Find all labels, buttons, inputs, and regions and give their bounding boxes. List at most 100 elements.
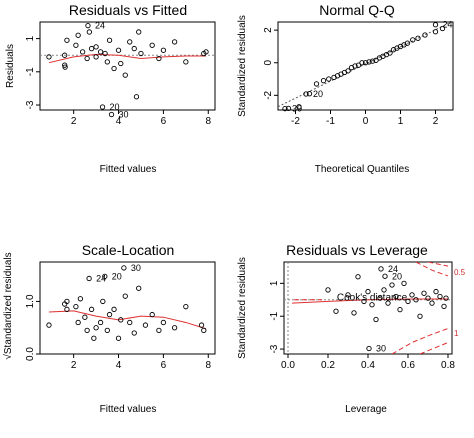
data-point (443, 295, 449, 301)
data-point (46, 322, 52, 328)
outlier-point (85, 22, 91, 29)
data-point (149, 311, 155, 318)
data-point (171, 325, 178, 331)
cooks-distance-contour (415, 262, 449, 277)
outlier-label: 24 (95, 21, 105, 31)
data-point (104, 327, 110, 333)
plot-frame (39, 261, 216, 355)
y-tick-label: -3 (269, 344, 280, 353)
data-point (136, 285, 142, 291)
data-point (131, 330, 137, 336)
data-point (313, 81, 320, 87)
data-point (198, 322, 205, 328)
contour-label: 1 (454, 329, 459, 338)
y-tick-label: 1 (25, 35, 36, 41)
outlier-point (366, 345, 372, 352)
y-tick-label: -2 (263, 90, 274, 99)
x-tick-label: 2 (433, 116, 439, 127)
data-point (203, 49, 209, 55)
data-point (75, 319, 81, 326)
contour-label: 0.5 (454, 268, 466, 277)
data-point (122, 293, 128, 299)
x-tick-label: 0.8 (441, 360, 455, 371)
outlier-point (303, 91, 309, 97)
data-point (201, 327, 207, 333)
x-tick-label: 6 (161, 360, 167, 371)
x-tick-label: 0.0 (281, 360, 295, 371)
y-tick-label: 0 (263, 60, 274, 66)
data-point (345, 68, 351, 74)
data-point (127, 319, 133, 326)
panel-residuals-vs-leverage: Residuals vs Leverage Leverage Standardi… (237, 242, 466, 415)
outlier-label: 24 (443, 20, 453, 30)
data-point (373, 57, 379, 63)
data-point (397, 306, 403, 313)
outlier-label: 20 (112, 271, 122, 281)
data-point (84, 327, 90, 333)
data-point (325, 287, 331, 293)
cooks-distance-contour (419, 342, 449, 354)
data-point (93, 44, 99, 50)
outlier-label: 30 (131, 263, 141, 273)
x-tick-label: 0.2 (321, 360, 335, 371)
outlier-label: 24 (388, 264, 398, 274)
data-point (133, 94, 140, 100)
outlier-label: 30 (292, 104, 302, 114)
data-point (111, 65, 117, 72)
data-point (369, 58, 376, 64)
x-tick-label: 4 (116, 116, 122, 127)
data-point (64, 298, 70, 305)
x-tick-label: 1 (398, 116, 404, 127)
data-point (369, 302, 375, 308)
y-axis-label: Residuals (5, 44, 16, 88)
outlier-point (382, 273, 388, 279)
panel-normal-qq: Normal Q-Q Theoretical Quantiles Standar… (237, 2, 454, 175)
data-point (62, 52, 68, 58)
data-point (285, 105, 292, 112)
data-point (156, 55, 162, 62)
data-point (106, 37, 113, 43)
outlier-point (86, 275, 92, 282)
y-axis-label: Standardized residuals (237, 257, 248, 359)
data-point (160, 47, 167, 53)
data-point (381, 287, 387, 293)
data-point (183, 59, 189, 65)
data-point (433, 288, 439, 295)
data-point (409, 292, 415, 298)
data-point (421, 290, 427, 296)
data-point (79, 49, 86, 55)
data-point (413, 297, 419, 303)
panel-title: Scale-Location (82, 242, 175, 258)
outlier-label: 24 (96, 273, 106, 283)
data-point (401, 280, 407, 287)
data-point (156, 327, 162, 333)
data-point (77, 296, 84, 302)
cooks-distance-contour (391, 328, 449, 354)
data-point (429, 300, 435, 306)
data-point (362, 60, 369, 66)
outlier-point (282, 105, 288, 112)
data-point (111, 306, 117, 312)
plot-frame (283, 261, 453, 355)
y-tick-label: -3 (25, 100, 36, 109)
data-point (122, 72, 128, 78)
data-point (97, 49, 104, 55)
data-point (86, 29, 93, 35)
outlier-label: 20 (392, 271, 402, 281)
data-point (84, 55, 90, 62)
panel-title: Residuals vs Leverage (286, 242, 428, 258)
outlier-point (121, 265, 127, 271)
smoother-line (48, 53, 207, 64)
data-point (102, 50, 108, 57)
y-axis-label: √Standardized residuals (2, 252, 14, 359)
x-tick-label: 4 (116, 360, 122, 371)
data-point (142, 322, 149, 328)
x-tick-label: 0.6 (401, 360, 415, 371)
data-point (93, 54, 99, 60)
data-point (46, 54, 52, 60)
data-point (425, 295, 431, 301)
data-point (118, 317, 124, 323)
data-point (385, 300, 391, 306)
data-point (352, 63, 358, 69)
